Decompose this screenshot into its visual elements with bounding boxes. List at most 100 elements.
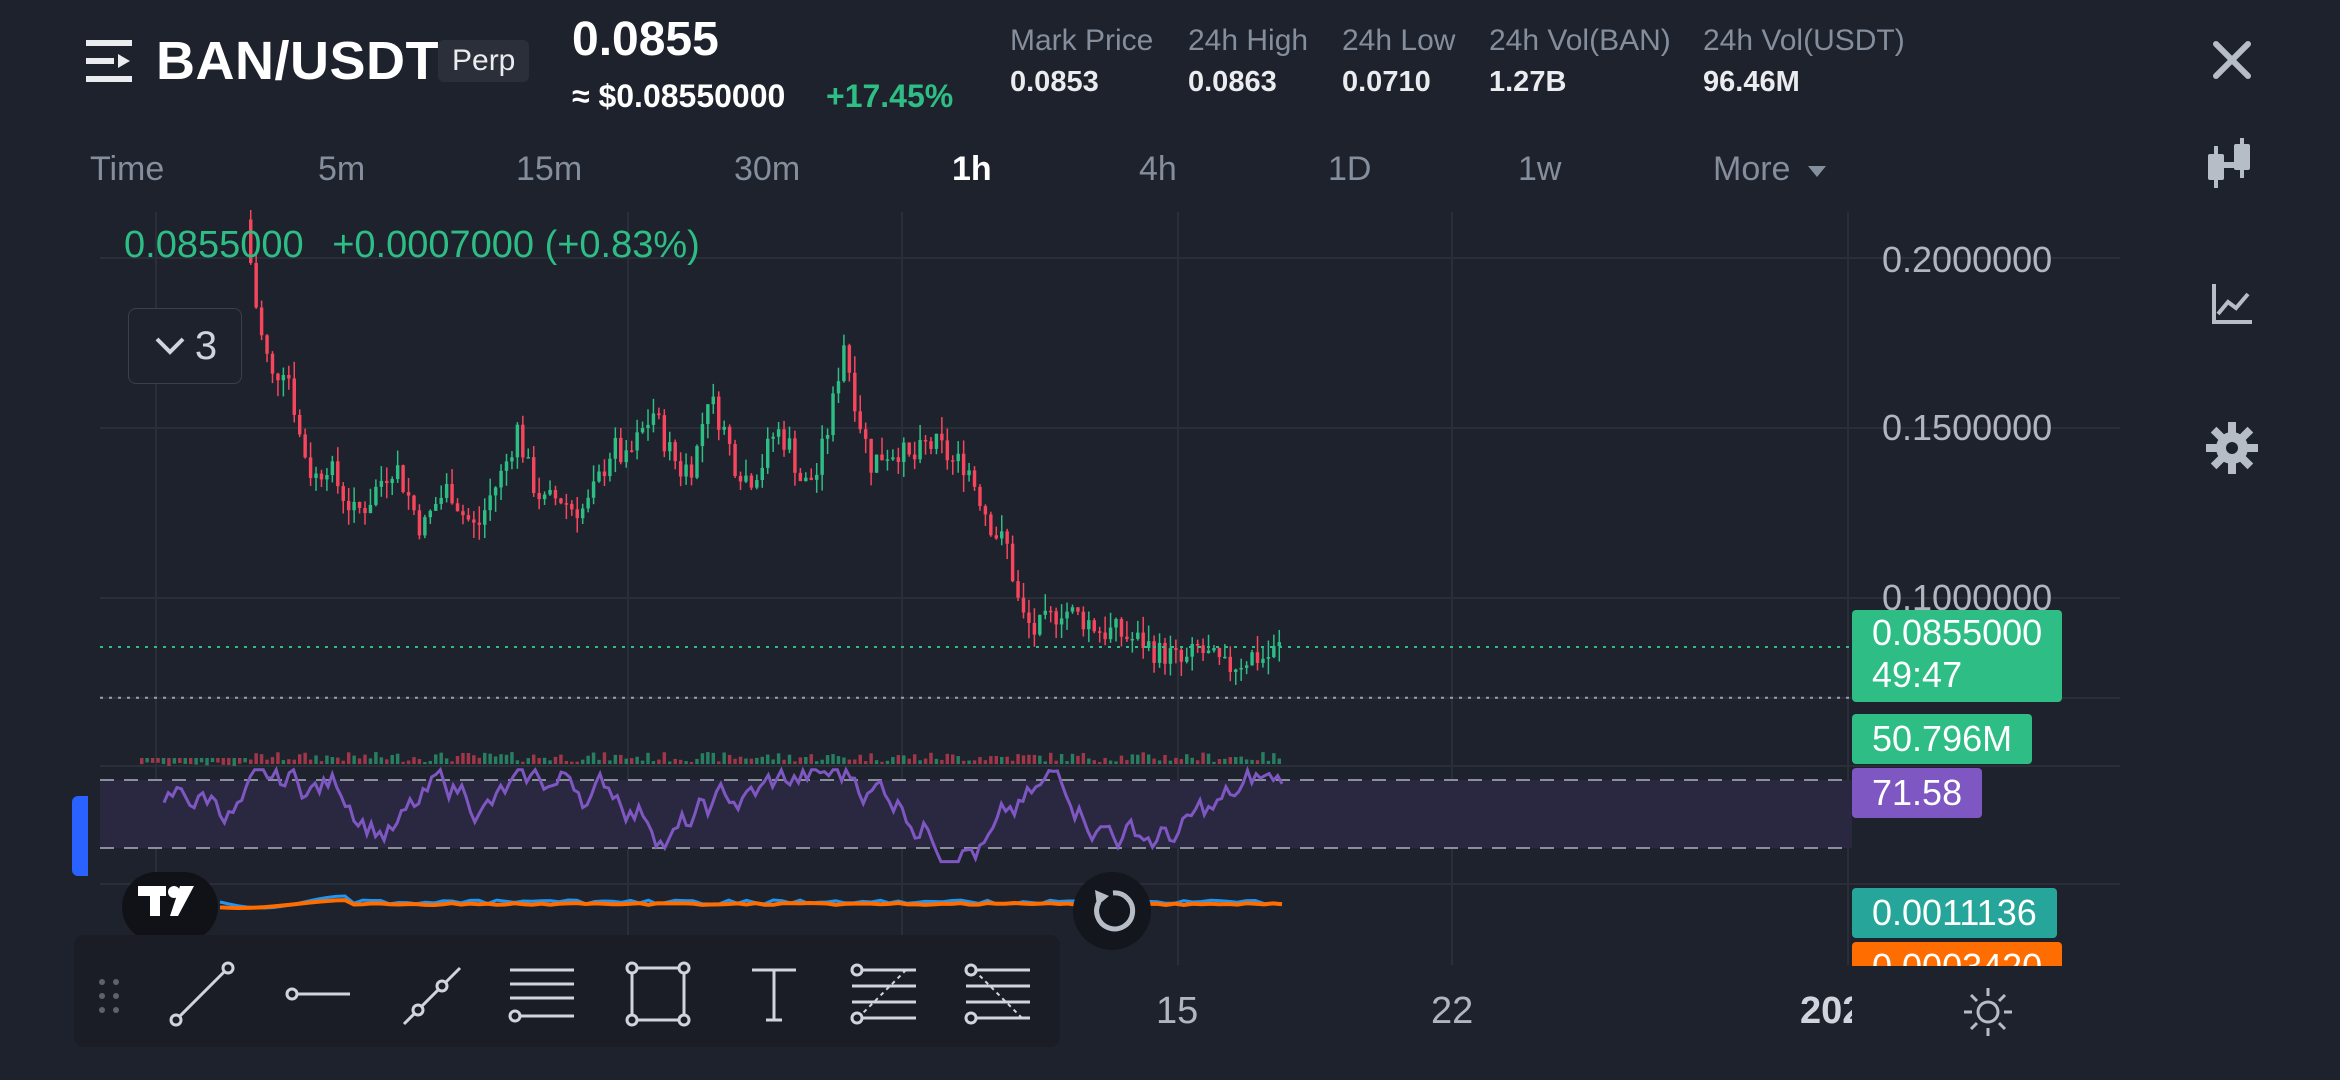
close-icon[interactable] — [2200, 28, 2264, 92]
candle-body — [1206, 650, 1211, 654]
volume-bar — [700, 753, 705, 764]
candle-body — [597, 471, 601, 482]
stat-value-24h-high: 0.0863 — [1188, 66, 1277, 98]
volume-bar — [1032, 754, 1037, 764]
volume-bar — [934, 758, 939, 764]
candle-body — [455, 503, 460, 512]
candle-body — [733, 443, 737, 476]
gear-icon[interactable] — [2200, 416, 2264, 480]
candle-body — [553, 489, 558, 499]
candle-body — [1212, 648, 1216, 651]
indicator-collapse-button[interactable]: 3 — [128, 308, 242, 384]
volume-bar — [983, 760, 988, 764]
candle-body — [1016, 581, 1020, 598]
tab-15m[interactable]: 15m — [516, 150, 583, 188]
candle-body — [738, 475, 743, 482]
candle-body — [265, 335, 269, 354]
candle-body — [787, 438, 792, 450]
volume-bar — [668, 761, 672, 764]
volume-bar — [749, 758, 754, 764]
rectangle-icon[interactable] — [622, 958, 694, 1030]
tab-5m[interactable]: 5m — [318, 150, 366, 188]
stat-label-mark-price: Mark Price — [1010, 24, 1154, 57]
candle-body — [820, 438, 824, 475]
volume-bar — [820, 759, 824, 764]
candlestick-icon[interactable] — [2200, 132, 2264, 196]
volume-bar — [885, 760, 890, 764]
tab-time[interactable]: Time — [90, 150, 165, 188]
candle-body — [412, 495, 416, 511]
reset-chart-button[interactable] — [1073, 872, 1151, 950]
side-handle[interactable] — [72, 796, 88, 876]
candle-body — [591, 481, 596, 498]
candle-body — [1076, 607, 1080, 612]
volume-bar — [428, 760, 433, 764]
candle-body — [602, 471, 607, 477]
candle-body — [1097, 631, 1102, 633]
volume-bar — [629, 758, 634, 764]
volume-bar — [1266, 760, 1271, 764]
candle-body — [390, 479, 394, 484]
pair-symbol[interactable]: BAN/USDT — [156, 31, 439, 91]
candle-body — [515, 424, 520, 458]
candle-body — [869, 438, 873, 473]
parallel-channel-icon[interactable] — [506, 958, 578, 1030]
horizontal-line-icon[interactable] — [282, 958, 354, 1030]
fib-retracement-icon[interactable] — [848, 958, 920, 1030]
menu-icon[interactable] — [84, 36, 134, 86]
volume-bar — [967, 760, 971, 764]
candle-body — [368, 504, 373, 514]
volume-bar — [1212, 761, 1216, 764]
candle-body — [1234, 669, 1238, 672]
tab-30m[interactable]: 30m — [734, 150, 801, 188]
volume-bar — [287, 759, 291, 764]
tab-4h[interactable]: 4h — [1139, 150, 1177, 188]
candle-body — [706, 404, 710, 425]
volume-bar — [417, 759, 422, 764]
candle-body — [314, 473, 318, 478]
candle-body — [466, 515, 471, 520]
volume-bar — [472, 755, 476, 764]
volume-bar — [156, 758, 160, 763]
tab-1h[interactable]: 1h — [952, 150, 992, 188]
volume-bar — [455, 755, 460, 764]
candle-body — [531, 457, 536, 493]
candle-body — [580, 508, 585, 519]
volume-bar — [809, 754, 813, 764]
volume-bar — [379, 757, 384, 764]
tab-1w[interactable]: 1w — [1518, 150, 1562, 188]
volume-bar — [624, 758, 628, 764]
stat-value-24h-vol-usdt: 96.46M — [1703, 66, 1800, 98]
volume-bar — [1087, 758, 1091, 764]
volume-bar — [1185, 754, 1189, 764]
indicator-icon[interactable] — [2200, 272, 2264, 336]
fib-extension-icon[interactable] — [962, 958, 1034, 1030]
volume-bar — [814, 761, 819, 764]
volume-bar — [205, 758, 209, 766]
volume-bar — [902, 755, 906, 764]
candle-body — [956, 453, 960, 462]
theme-toggle-icon[interactable] — [1962, 986, 2014, 1038]
volume-bar — [678, 759, 683, 764]
tradingview-logo[interactable] — [122, 872, 218, 942]
volume-bar — [559, 754, 563, 764]
drag-handle-icon[interactable] — [94, 974, 124, 1018]
candle-body — [1168, 648, 1173, 664]
trend-line-icon[interactable] — [166, 958, 238, 1030]
ray-icon[interactable] — [394, 958, 466, 1030]
rsi-line — [162, 765, 1284, 864]
volume-bar — [161, 758, 166, 765]
volume-bar — [1016, 754, 1020, 764]
volume-bar — [1234, 757, 1238, 764]
candle-body — [1272, 646, 1276, 658]
candle-body — [1217, 648, 1222, 658]
tab-1d[interactable]: 1D — [1328, 150, 1372, 188]
stat-label-24h-high: 24h High — [1188, 24, 1309, 57]
candle-body — [1027, 612, 1031, 623]
y-tick-label: 0.2000000 — [1882, 239, 2052, 280]
volume-bar — [727, 754, 732, 764]
tab-more[interactable]: More — [1713, 150, 1828, 189]
volume-bar — [172, 758, 177, 764]
rsi-tag: 71.58 — [1852, 768, 1983, 818]
text-icon[interactable] — [738, 958, 810, 1030]
